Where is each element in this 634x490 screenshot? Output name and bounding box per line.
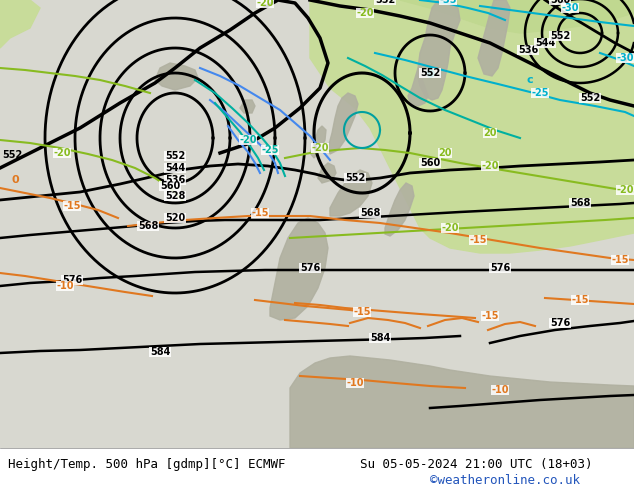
Polygon shape — [328, 93, 358, 154]
Polygon shape — [408, 68, 428, 106]
Text: -20: -20 — [441, 223, 459, 233]
Text: 576: 576 — [300, 263, 320, 273]
Text: 584: 584 — [150, 347, 170, 357]
Polygon shape — [310, 126, 326, 158]
Text: -15: -15 — [353, 307, 371, 317]
Text: -35: -35 — [439, 0, 456, 5]
Text: c: c — [527, 75, 533, 85]
Text: 552: 552 — [2, 150, 22, 160]
Polygon shape — [0, 0, 40, 48]
Text: 20: 20 — [483, 128, 497, 138]
Polygon shape — [310, 0, 634, 253]
Text: 560: 560 — [160, 181, 180, 191]
Polygon shape — [418, 0, 460, 100]
Text: 560: 560 — [550, 0, 570, 5]
Text: -20: -20 — [616, 185, 634, 195]
Text: -25: -25 — [261, 145, 279, 155]
Text: -10: -10 — [491, 385, 508, 395]
Text: Height/Temp. 500 hPa [gdmp][°C] ECMWF: Height/Temp. 500 hPa [gdmp][°C] ECMWF — [8, 458, 285, 470]
Text: 568: 568 — [570, 198, 590, 208]
Text: 536: 536 — [165, 175, 185, 185]
Text: 576: 576 — [62, 275, 82, 285]
Text: -15: -15 — [481, 311, 499, 321]
Text: -30: -30 — [561, 3, 579, 13]
Text: 544: 544 — [165, 163, 185, 173]
Text: 552: 552 — [550, 31, 570, 41]
Text: 0: 0 — [12, 175, 20, 185]
Polygon shape — [478, 0, 510, 76]
Text: -30: -30 — [616, 53, 634, 63]
Text: 560: 560 — [420, 158, 440, 168]
Text: -15: -15 — [63, 201, 81, 211]
Text: 576: 576 — [550, 318, 570, 328]
Text: Su 05-05-2024 21:00 UTC (18+03): Su 05-05-2024 21:00 UTC (18+03) — [360, 458, 593, 470]
Polygon shape — [270, 218, 328, 320]
Text: 544: 544 — [535, 38, 555, 48]
Text: -20: -20 — [311, 143, 329, 153]
Text: 20: 20 — [438, 148, 452, 158]
Text: -10: -10 — [56, 281, 74, 291]
Text: 536: 536 — [518, 45, 538, 55]
Text: 576: 576 — [490, 263, 510, 273]
Polygon shape — [400, 0, 634, 33]
Polygon shape — [155, 63, 198, 90]
Text: 552: 552 — [580, 93, 600, 103]
Text: -20: -20 — [256, 0, 274, 8]
Polygon shape — [318, 163, 336, 183]
Polygon shape — [240, 100, 255, 113]
Text: -20: -20 — [356, 8, 374, 18]
Text: 552: 552 — [165, 151, 185, 161]
Text: -20: -20 — [239, 135, 257, 145]
Polygon shape — [385, 183, 414, 236]
Text: -20: -20 — [53, 148, 71, 158]
Text: 520: 520 — [165, 213, 185, 223]
Text: 584: 584 — [370, 333, 390, 343]
Text: 552: 552 — [420, 68, 440, 78]
Polygon shape — [330, 170, 372, 216]
Text: 568: 568 — [360, 208, 380, 218]
Text: -15: -15 — [611, 255, 629, 265]
Polygon shape — [290, 356, 634, 448]
Text: -10: -10 — [346, 378, 364, 388]
Text: -25: -25 — [531, 88, 549, 98]
Text: -15: -15 — [571, 295, 589, 305]
Text: 528: 528 — [165, 191, 185, 201]
Text: ©weatheronline.co.uk: ©weatheronline.co.uk — [430, 473, 580, 487]
Text: -15: -15 — [469, 235, 487, 245]
Text: 552: 552 — [375, 0, 395, 5]
Text: -20: -20 — [481, 161, 499, 171]
Text: 568: 568 — [138, 221, 158, 231]
Text: 552: 552 — [345, 173, 365, 183]
Text: -15: -15 — [251, 208, 269, 218]
